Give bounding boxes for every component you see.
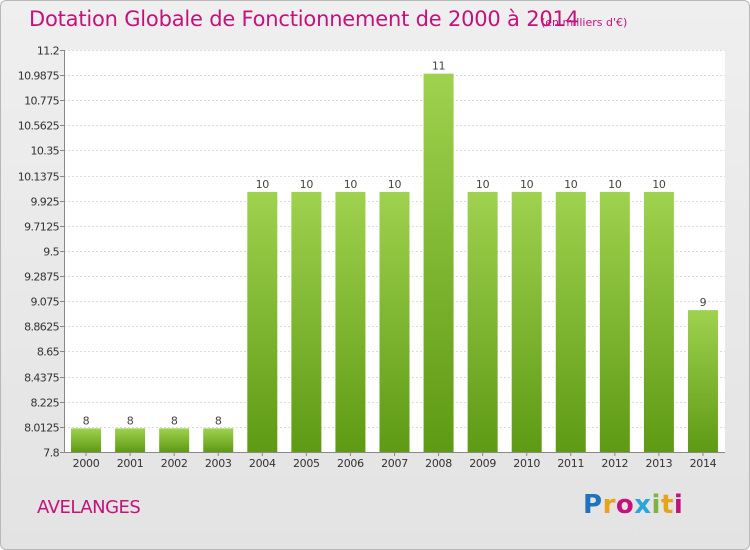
- y-tick-label: 9.075: [31, 296, 60, 309]
- y-tick-label: 8.8625: [24, 321, 59, 334]
- y-tick-label: 11.2: [37, 45, 59, 58]
- logo-letter: r: [602, 490, 616, 520]
- bar: [291, 191, 322, 452]
- y-tick-label: 10.5625: [18, 120, 60, 133]
- y-tick-label: 8.0125: [24, 422, 59, 435]
- bar-value-label: 8: [215, 414, 222, 427]
- bar-value-label: 9: [700, 296, 707, 309]
- y-tick-label: 8.4375: [24, 372, 59, 385]
- axes: [60, 50, 725, 456]
- x-tick-label: 2007: [381, 457, 408, 470]
- x-tick-label: 2000: [73, 457, 100, 470]
- bar-value-label: 8: [83, 414, 90, 427]
- x-tick-label: 2011: [557, 457, 584, 470]
- bar-value-label: 10: [652, 178, 666, 191]
- y-tick-label: 9.5: [43, 246, 59, 259]
- bar: [335, 191, 366, 452]
- labels: 11.2 10.9875 10.775 10.5625 10.35 10.1375 9.92…: [18, 45, 717, 471]
- x-tick-label: 2008: [425, 457, 452, 470]
- bar: [555, 191, 586, 452]
- x-tick-label: 2004: [249, 457, 276, 470]
- bar: [203, 428, 234, 452]
- unit-note: (en milliers d'€): [541, 16, 628, 29]
- bar-value-label: 10: [608, 178, 622, 191]
- bar: [71, 428, 102, 452]
- x-tick-label: 2005: [293, 457, 320, 470]
- bar-value-label: 10: [520, 178, 534, 191]
- bar: [687, 310, 718, 452]
- bar-value-label: 8: [127, 414, 134, 427]
- logo-letter: i: [651, 490, 661, 520]
- x-tick-label: 2014: [690, 457, 717, 470]
- bar-value-label: 10: [300, 178, 314, 191]
- bar-value-label: 8: [171, 414, 178, 427]
- proxiti-logo[interactable]: Proxiti: [583, 490, 683, 520]
- x-tick-label: 2003: [205, 457, 232, 470]
- x-tick-label: 2002: [161, 457, 188, 470]
- y-tick-label: 8.225: [31, 397, 60, 410]
- bar: [643, 191, 674, 452]
- bar: [379, 191, 410, 452]
- chart-title: Dotation Globale de Fonctionnement de 20…: [29, 7, 579, 31]
- bar: [159, 428, 190, 452]
- logo-letter: t: [660, 490, 674, 520]
- bar-value-label: 10: [476, 178, 490, 191]
- bar-value-label: 10: [388, 178, 402, 191]
- x-tick-label: 2006: [337, 457, 364, 470]
- logo-letter: P: [583, 490, 603, 520]
- bars: [71, 73, 718, 452]
- x-tick-label: 2001: [117, 457, 144, 470]
- logo-letter: i: [673, 490, 684, 520]
- y-tick-label: 7.8: [43, 447, 59, 460]
- y-tick-label: 10.1375: [18, 171, 60, 184]
- x-tick-label: 2009: [469, 457, 496, 470]
- bar: [115, 428, 146, 452]
- x-tick-label: 2013: [646, 457, 673, 470]
- bar: [511, 191, 542, 452]
- y-tick-label: 9.2875: [24, 271, 59, 284]
- y-tick-label: 9.925: [31, 196, 60, 209]
- commune-name: AVELANGES: [37, 497, 141, 518]
- logo-letter: x: [634, 490, 652, 520]
- bar: [423, 73, 454, 452]
- y-tick-label: 8.65: [37, 346, 60, 359]
- bar-value-label: 10: [564, 178, 578, 191]
- x-tick-label: 2012: [601, 457, 628, 470]
- bar: [467, 191, 498, 452]
- bar: [599, 191, 630, 452]
- bar-value-label: 10: [344, 178, 358, 191]
- y-tick-label: 10.775: [24, 95, 59, 108]
- bar-value-label: 10: [256, 178, 270, 191]
- bar: [247, 191, 278, 452]
- bar-value-label: 11: [432, 60, 445, 73]
- x-tick-label: 2010: [513, 457, 540, 470]
- logo-letter: o: [615, 490, 635, 520]
- y-tick-label: 9.7125: [24, 221, 59, 234]
- y-tick-label: 10.9875: [18, 70, 60, 83]
- y-tick-label: 10.35: [31, 145, 60, 158]
